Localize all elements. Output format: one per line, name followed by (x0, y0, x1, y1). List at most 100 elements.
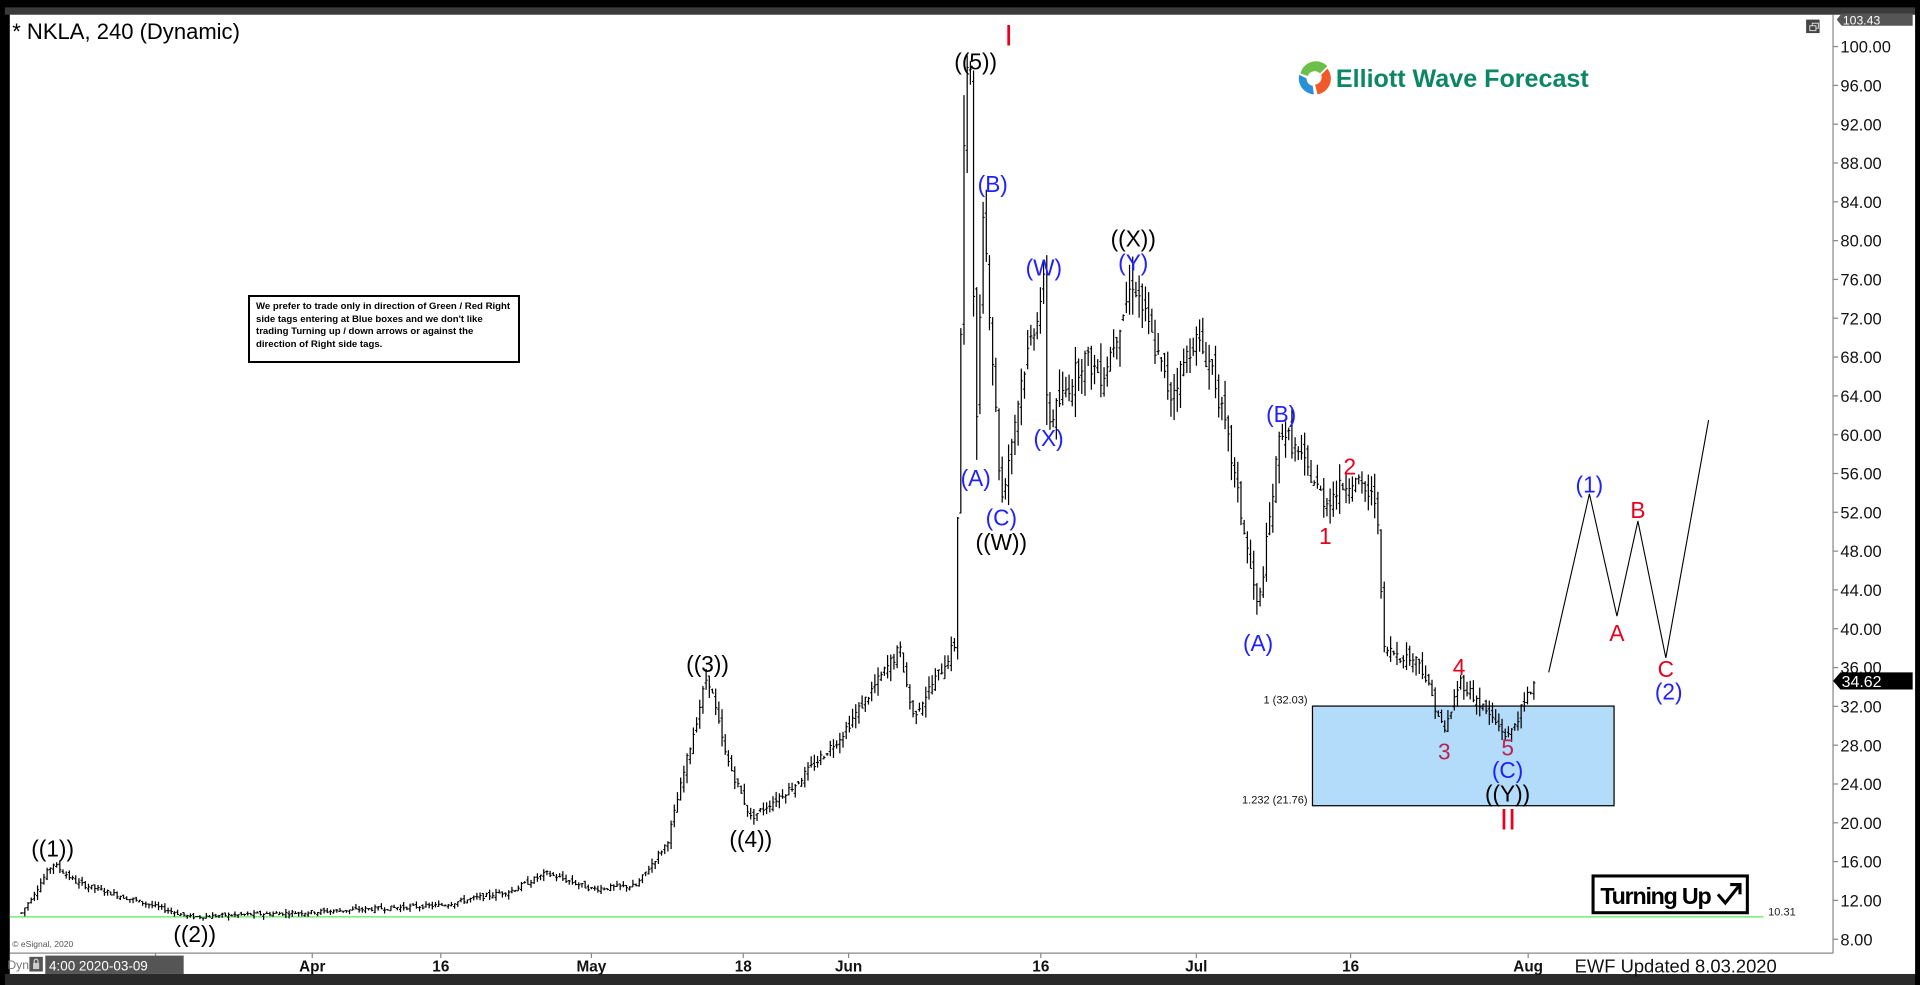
y-tick-label: 88.00 (1840, 154, 1881, 173)
price-bar (1057, 369, 1062, 408)
brand-logo: Elliott Wave Forecast (1298, 61, 1589, 95)
price-bar (395, 907, 399, 911)
price-bar (398, 904, 403, 913)
y-axis[interactable]: 100.00 96.00 92.00 88.00 84.00 80.00 76.00 72.0… (1833, 38, 1913, 950)
price-bar (462, 895, 466, 905)
price-bar (1077, 358, 1081, 392)
price-bar (182, 911, 186, 917)
price-bar (1013, 414, 1017, 456)
price-bar (226, 912, 231, 921)
price-bar (679, 777, 683, 801)
price-bar (300, 910, 304, 917)
chart-background (9, 14, 1916, 976)
lock-icon[interactable] (29, 956, 43, 972)
price-bar (1105, 356, 1109, 387)
price-bar (166, 907, 170, 914)
price-bar (99, 884, 103, 891)
price-bar (198, 915, 202, 920)
price-bar (628, 886, 632, 891)
price-bar (1449, 711, 1453, 720)
wave-label: (A) (1243, 630, 1273, 656)
bottom-bar (4, 973, 1916, 985)
y-tick-label: 76.00 (1840, 271, 1881, 290)
price-bar (1175, 367, 1179, 412)
x-tick-label: Aug (1513, 959, 1543, 976)
price-bar (870, 681, 874, 702)
price-bar (516, 885, 520, 892)
price-bar (1474, 695, 1479, 715)
arrow-up-right-check-icon (1716, 883, 1742, 906)
axis-top-tag: 103.43 (1836, 13, 1913, 28)
price-bar (780, 789, 785, 799)
price-bar (554, 873, 559, 882)
price-bar (223, 912, 227, 917)
price-bar (1064, 376, 1068, 398)
price-bar (332, 909, 336, 914)
price-bar (233, 911, 237, 918)
price-bar (532, 876, 536, 884)
price-bar (261, 913, 266, 920)
x-tick-label: 18 (735, 959, 753, 976)
price-bar (322, 907, 326, 914)
price-bar (800, 777, 804, 787)
price-bar (249, 912, 253, 916)
price-bar (1446, 710, 1450, 732)
x-tick-label: Apr (299, 959, 325, 976)
price-bar (901, 652, 906, 673)
price-bar (201, 917, 205, 921)
price-bar (946, 655, 950, 669)
price-bar (659, 850, 664, 856)
price-bar (653, 861, 657, 870)
price-bar (787, 782, 791, 796)
price-bar (109, 891, 113, 896)
price-bar (147, 903, 151, 909)
price-bar (1522, 692, 1526, 712)
price-bar (1035, 312, 1039, 340)
price-bar (994, 357, 998, 413)
price-bar (293, 911, 298, 915)
window-restore-icon[interactable] (1806, 19, 1820, 34)
price-bar (1487, 700, 1491, 725)
price-bar (172, 911, 177, 917)
price-bar (548, 870, 552, 878)
price-bar (1054, 398, 1058, 440)
price-bar (720, 709, 724, 747)
price-bar (1290, 409, 1294, 459)
price-bar (672, 804, 676, 828)
price-bar (917, 702, 922, 712)
price-bar (968, 61, 972, 85)
price-bar (449, 901, 454, 907)
price-bar (405, 906, 409, 911)
price-bar (125, 896, 129, 901)
price-bar (1322, 478, 1326, 518)
price-bar (144, 901, 148, 908)
price-bar (1287, 427, 1291, 441)
updated-stamp: EWF Updated 8.03.2020 (1575, 956, 1777, 977)
price-bar (1503, 728, 1507, 741)
price-bar (1153, 319, 1157, 364)
price-bar (526, 876, 530, 885)
price-bar (803, 766, 807, 788)
price-bar (535, 873, 539, 882)
last-price-label: 34.62 (1842, 674, 1882, 691)
price-bar (328, 909, 333, 915)
price-bar (1363, 481, 1367, 502)
price-bar (1268, 502, 1272, 536)
wave-label: 3 (1438, 739, 1451, 765)
price-bar (1424, 665, 1428, 683)
price-bar (93, 884, 97, 894)
price-bar (1236, 461, 1240, 503)
price-bar (507, 890, 511, 900)
price-bar (1172, 374, 1176, 421)
price-bar (440, 902, 444, 906)
price-bar (822, 755, 826, 760)
price-bar (1000, 456, 1004, 503)
price-bar (933, 668, 937, 691)
price-bar (624, 885, 629, 892)
y-tick-label: 20.00 (1840, 814, 1881, 833)
price-bar (1529, 691, 1533, 695)
price-bar (1497, 713, 1501, 732)
price-bar (290, 909, 294, 917)
price-bar (478, 892, 482, 901)
